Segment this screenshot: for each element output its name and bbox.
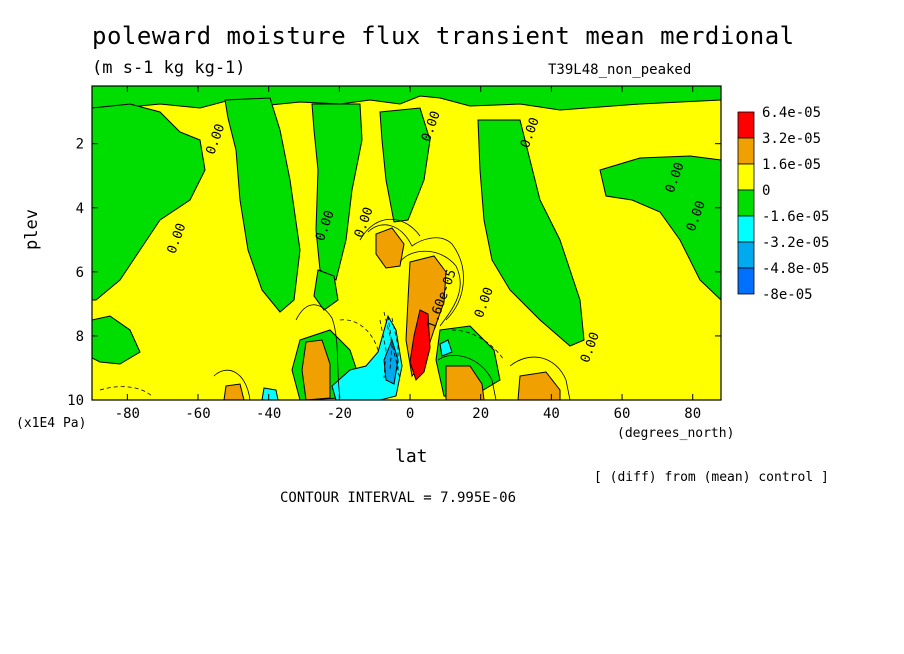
x-tick-label: 40 bbox=[543, 406, 560, 422]
x-tick-label: -80 bbox=[115, 406, 140, 422]
x-axis: -80 -60 -40 -20 0 20 40 60 80 bbox=[115, 86, 701, 422]
contour-line bbox=[509, 356, 571, 400]
chart-title: poleward moisture flux transient mean me… bbox=[92, 22, 795, 50]
x-tick-label: -20 bbox=[327, 406, 352, 422]
legend-swatch bbox=[737, 215, 755, 243]
dashed-line bbox=[379, 319, 387, 379]
x-tick-label: -60 bbox=[185, 406, 210, 422]
legend-label: -8e-05 bbox=[762, 287, 813, 303]
legend-swatch bbox=[737, 111, 755, 139]
legend-swatch bbox=[737, 241, 755, 269]
region-orange-4 bbox=[445, 365, 485, 400]
dashed-contours bbox=[99, 311, 505, 397]
contour-line bbox=[213, 369, 251, 400]
legend-swatch bbox=[737, 267, 755, 295]
x-tick-label: 20 bbox=[472, 406, 489, 422]
contour-line bbox=[367, 224, 464, 321]
y-axis: 2 4 6 8 10 bbox=[67, 137, 721, 409]
region-green-col1 bbox=[224, 97, 301, 313]
legend-label: -1.6e-05 bbox=[762, 209, 829, 225]
y-tick-label: 10 bbox=[67, 393, 84, 409]
region-orange-6 bbox=[223, 383, 245, 400]
plot-frame bbox=[91, 85, 722, 401]
legend-label: 1.6e-05 bbox=[762, 157, 821, 173]
region-green-col1b bbox=[311, 103, 363, 281]
y-tick-label: 8 bbox=[76, 329, 84, 345]
region-orange-1 bbox=[375, 227, 405, 269]
region-green-top bbox=[92, 86, 721, 111]
legend-label: -3.2e-05 bbox=[762, 235, 829, 251]
legend-label: 3.2e-05 bbox=[762, 131, 821, 147]
dashed-line bbox=[391, 317, 399, 374]
region-green-left bbox=[92, 103, 206, 301]
dashed-line bbox=[99, 386, 153, 397]
x-axis-label: lat bbox=[395, 446, 428, 467]
region-green-blob bbox=[313, 269, 339, 311]
x-tick-label: -40 bbox=[256, 406, 281, 422]
legend-swatch bbox=[737, 189, 755, 217]
legend-swatch bbox=[737, 137, 755, 165]
x-axis-unit: (degrees_north) bbox=[617, 426, 735, 441]
x-tick-label: 0 bbox=[406, 406, 414, 422]
experiment-name: T39L48_non_peaked bbox=[548, 62, 692, 78]
x-tick-label: 80 bbox=[684, 406, 701, 422]
contour-field bbox=[92, 86, 721, 400]
dashed-line bbox=[339, 319, 379, 351]
region-blue-1 bbox=[383, 338, 399, 385]
x-tick-label: 60 bbox=[614, 406, 631, 422]
region-green-col3 bbox=[477, 119, 585, 347]
contour-line bbox=[399, 250, 461, 327]
legend-label: 6.4e-05 bbox=[762, 105, 821, 121]
region-red bbox=[409, 309, 431, 381]
y-tick-label: 2 bbox=[76, 137, 84, 153]
region-green-col2 bbox=[379, 107, 431, 223]
region-orange-5 bbox=[517, 371, 561, 400]
dashed-line bbox=[451, 329, 505, 361]
legend-swatch bbox=[737, 163, 755, 191]
contour-line bbox=[437, 355, 497, 400]
region-cyan-2 bbox=[261, 387, 279, 400]
contour-line bbox=[359, 218, 421, 241]
region-cyan-3 bbox=[439, 339, 453, 357]
y-tick-label: 6 bbox=[76, 265, 84, 281]
dashed-line bbox=[387, 315, 393, 371]
region-orange-3 bbox=[301, 339, 331, 400]
contour-lines bbox=[213, 218, 571, 400]
diff-note: [ (diff) from (mean) control ] bbox=[594, 470, 829, 485]
region-green-leftlow bbox=[92, 315, 141, 365]
region-cyan-1 bbox=[331, 314, 403, 400]
y-axis-unit: (x1E4 Pa) bbox=[16, 416, 87, 431]
legend-label: 0 bbox=[762, 183, 770, 199]
color-legend: 6.4e-05 3.2e-05 1.6e-05 0 -1.6e-05 -3.2e-05 -4… bbox=[737, 105, 829, 303]
y-tick-label: 4 bbox=[76, 201, 84, 217]
region-green-right bbox=[599, 155, 721, 301]
legend-label: -4.8e-05 bbox=[762, 261, 829, 277]
contour-interval: CONTOUR INTERVAL = 7.995E-06 bbox=[280, 490, 517, 506]
contour-line bbox=[295, 304, 341, 399]
chart-units: (m s-1 kg kg-1) bbox=[92, 58, 246, 78]
